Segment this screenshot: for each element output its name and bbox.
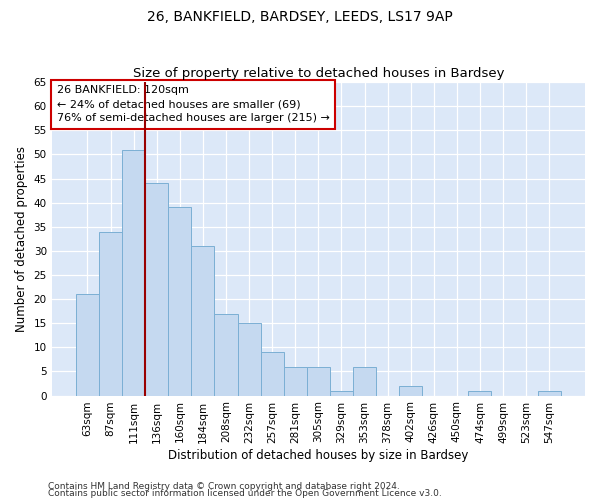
X-axis label: Distribution of detached houses by size in Bardsey: Distribution of detached houses by size … [168, 450, 469, 462]
Bar [191, 246, 214, 396]
Text: Contains public sector information licensed under the Open Government Licence v3: Contains public sector information licen… [48, 489, 442, 498]
Bar [330, 390, 353, 396]
Y-axis label: Number of detached properties: Number of detached properties [15, 146, 28, 332]
Text: 26, BANKFIELD, BARDSEY, LEEDS, LS17 9AP: 26, BANKFIELD, BARDSEY, LEEDS, LS17 9AP [147, 10, 453, 24]
Bar [145, 184, 168, 396]
Text: Contains HM Land Registry data © Crown copyright and database right 2024.: Contains HM Land Registry data © Crown c… [48, 482, 400, 491]
Bar [76, 294, 99, 396]
Bar [353, 366, 376, 396]
Bar [168, 208, 191, 396]
Bar [99, 232, 122, 396]
Bar [284, 366, 307, 396]
Bar [469, 390, 491, 396]
Title: Size of property relative to detached houses in Bardsey: Size of property relative to detached ho… [133, 66, 504, 80]
Bar [399, 386, 422, 396]
Bar [214, 314, 238, 396]
Bar [307, 366, 330, 396]
Bar [538, 390, 561, 396]
Bar [238, 323, 260, 396]
Bar [260, 352, 284, 396]
Text: 26 BANKFIELD: 120sqm
← 24% of detached houses are smaller (69)
76% of semi-detac: 26 BANKFIELD: 120sqm ← 24% of detached h… [57, 85, 330, 123]
Bar [122, 150, 145, 396]
